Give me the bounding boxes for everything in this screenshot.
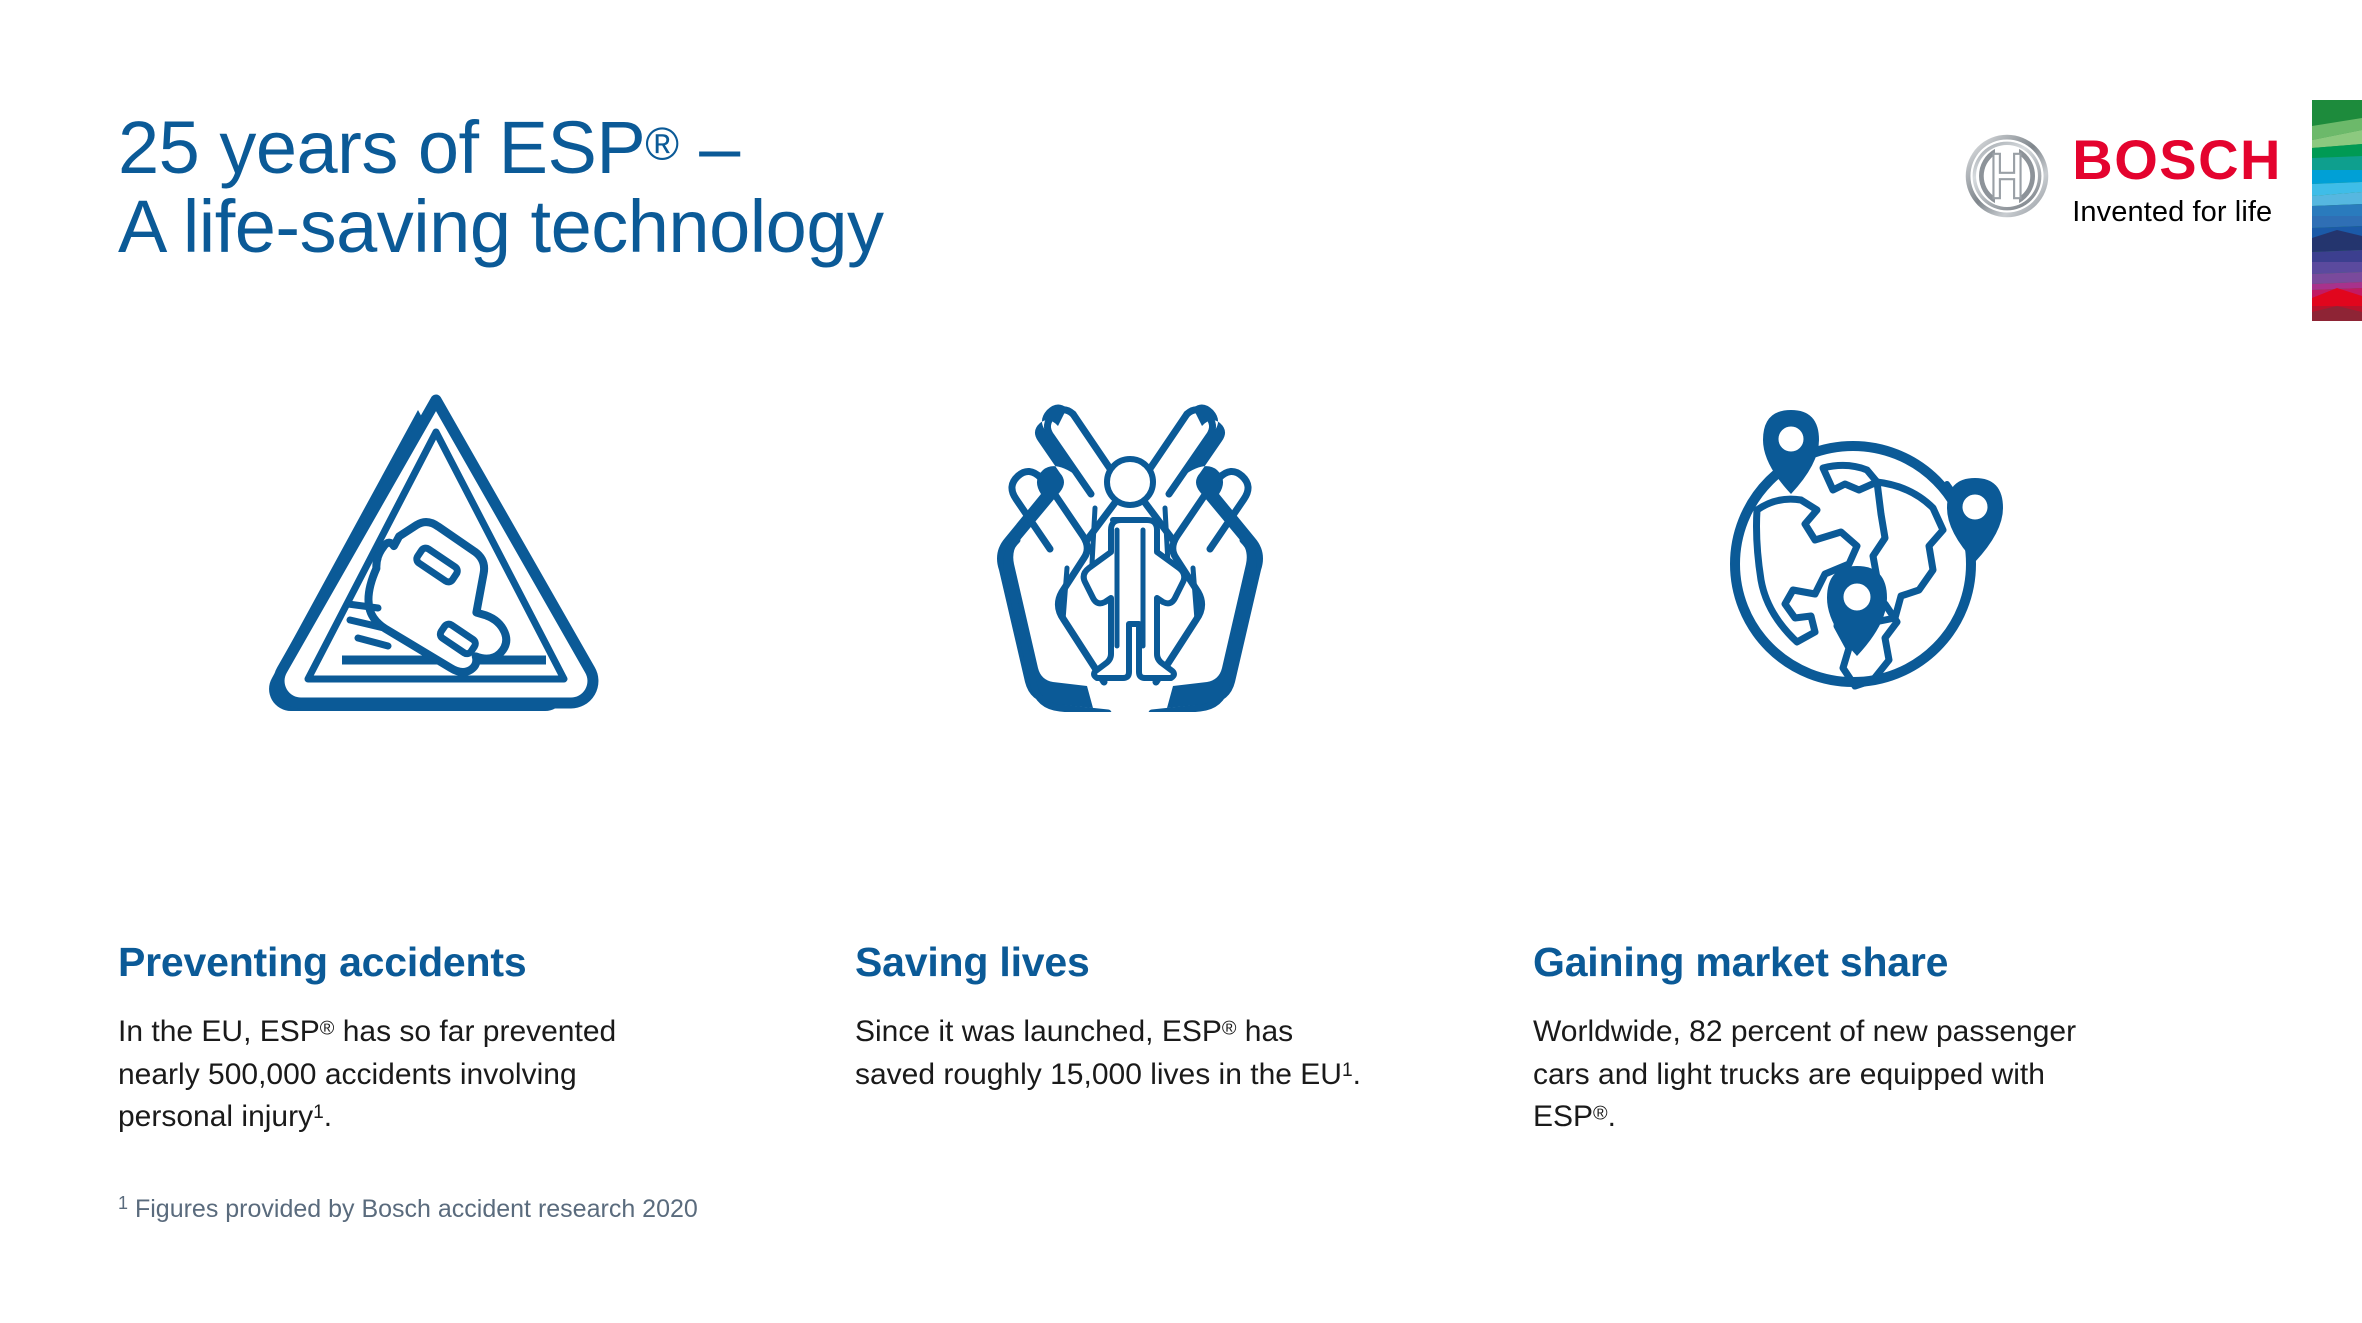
column-body-part2: . <box>1607 1100 1616 1134</box>
protecting-hands-person-icon <box>955 392 1305 717</box>
map-pin-icon <box>1763 410 1819 494</box>
page-title-line2: A life-saving technology <box>118 185 884 269</box>
page-title: 25 years of ESP® – A life-saving technol… <box>118 105 884 269</box>
skidding-car-warning-triangle-icon <box>258 392 618 727</box>
column-body-part3: . <box>1352 1057 1361 1091</box>
column-gaining-market-share: Gaining market share Worldwide, 82 perce… <box>1533 939 2193 1139</box>
bosch-wordmark: BOSCH <box>2072 128 2282 191</box>
column-heading: Saving lives <box>855 939 1090 985</box>
column-body-part1: In the EU, ESP <box>118 1015 320 1049</box>
registered-mark: ® <box>1221 1017 1237 1040</box>
registered-mark: ® <box>319 1017 335 1040</box>
column-body-part2: has so far prevented nearly 500,000 acci… <box>118 1015 617 1134</box>
map-pin-icon <box>1947 478 2003 562</box>
column-body-part1: Since it was launched, ESP <box>855 1015 1222 1049</box>
column-body-part3: . <box>323 1100 333 1134</box>
bosch-supergraphic-stripe <box>2312 100 2362 321</box>
page-title-line1-post: – <box>679 105 740 189</box>
column-saving-lives: Saving lives Since it was launched, ESP®… <box>855 939 1455 1096</box>
footnote-ref: 1 <box>1341 1059 1353 1081</box>
footnote-text: Figures provided by Bosch accident resea… <box>128 1195 698 1224</box>
bosch-logo: BOSCH Invented for life <box>1964 128 2282 228</box>
registered-mark: ® <box>645 116 680 169</box>
column-heading: Gaining market share <box>1533 939 1949 985</box>
column-heading: Preventing accidents <box>118 939 527 985</box>
bosch-anchor-emblem <box>1965 134 2049 218</box>
globe-map-pins-icon <box>1695 392 2015 717</box>
bosch-claim: Invented for life <box>2072 195 2273 228</box>
footnote-ref: 1 <box>313 1102 324 1124</box>
column-body: Worldwide, 82 percent of new passenger c… <box>1533 1011 2193 1139</box>
column-body-part2: has saved roughly 15,000 lives in the EU <box>855 1015 1342 1091</box>
registered-mark: ® <box>1593 1102 1608 1125</box>
column-body: Since it was launched, ESP® has saved ro… <box>855 1011 1455 1096</box>
page-title-line1-pre: 25 years of ESP <box>118 105 646 189</box>
footnote-marker: 1 <box>118 1193 129 1213</box>
footnote: 1 Figures provided by Bosch accident res… <box>118 1192 698 1226</box>
column-body-part1: Worldwide, 82 percent of new passenger c… <box>1533 1015 2077 1134</box>
column-preventing-accidents: Preventing accidents In the EU, ESP® has… <box>118 939 718 1139</box>
column-body: In the EU, ESP® has so far prevented nea… <box>118 1011 718 1139</box>
bosch-logo-text: BOSCH Invented for life <box>2072 128 2282 228</box>
map-pin-icon <box>1827 566 1887 656</box>
